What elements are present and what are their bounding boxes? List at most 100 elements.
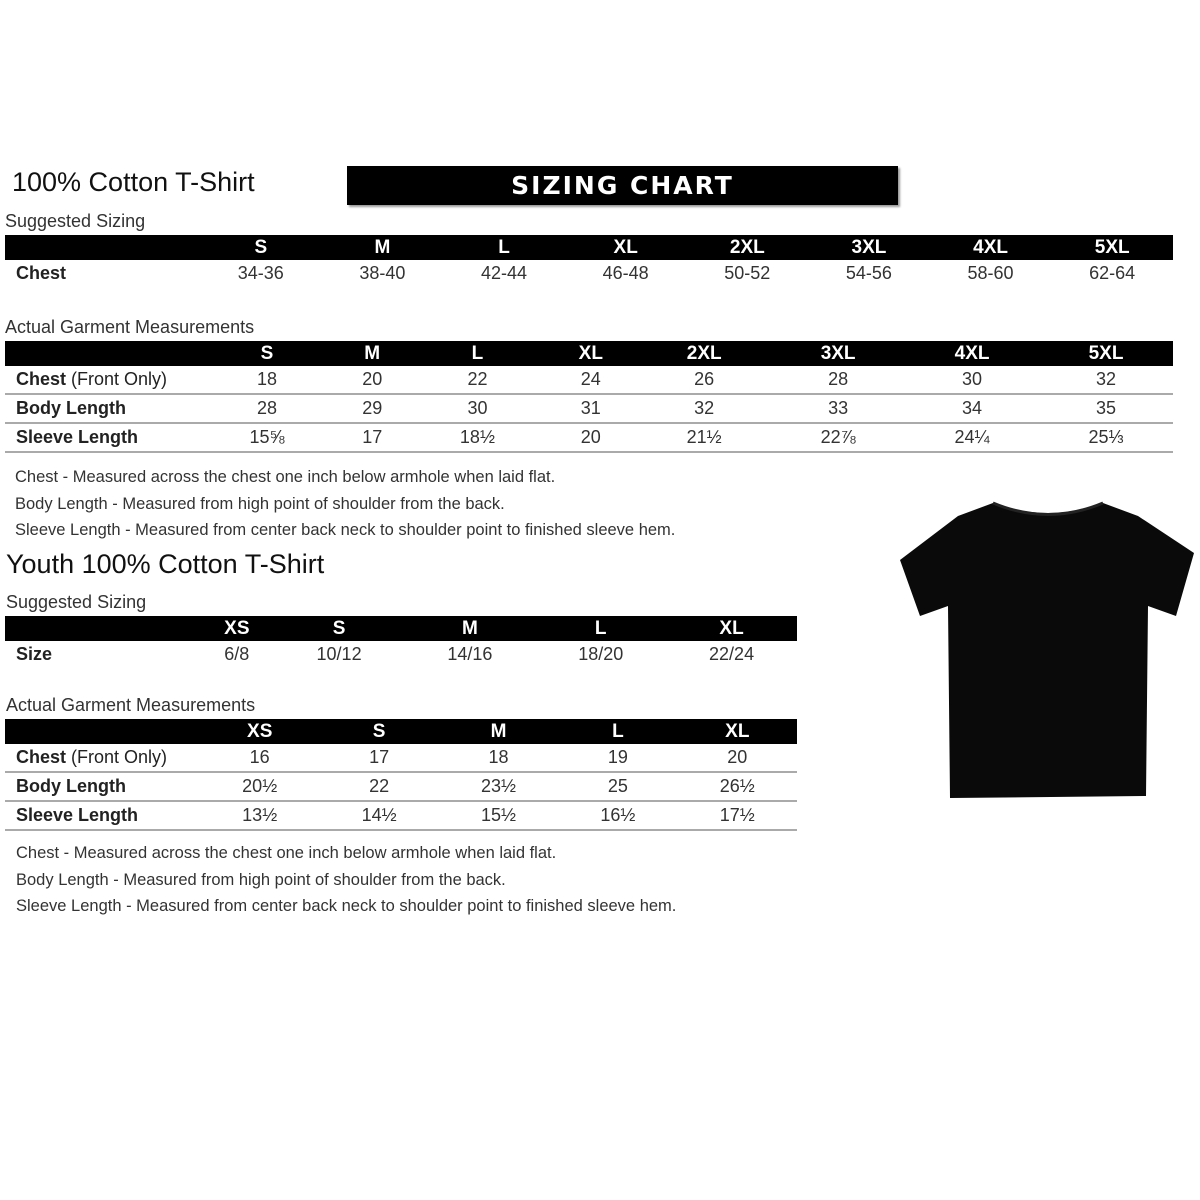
note-chest: Chest - Measured across the chest one in… bbox=[16, 844, 557, 862]
size-header: 4XL bbox=[929, 235, 1052, 260]
youth-measurements-label: Actual Garment Measurements bbox=[6, 695, 256, 715]
size-header: M bbox=[404, 616, 536, 641]
row-label-text: Chest bbox=[16, 369, 67, 389]
size-header: 2XL bbox=[637, 341, 772, 366]
cell-value: 22 bbox=[410, 366, 545, 395]
cell-value: 24 bbox=[544, 366, 638, 395]
size-header: L bbox=[410, 341, 545, 366]
size-header: L bbox=[443, 235, 565, 260]
cell-value: 22⅞ bbox=[771, 423, 906, 453]
youth-measurements-table: XS S M L XL Chest (Front Only) 16 17 18 19 20 Body … bbox=[5, 719, 797, 831]
adult-measurements-table: S M L XL 2XL 3XL 4XL 5XL Chest (Front Only) 18 20 2… bbox=[5, 341, 1173, 453]
row-label: Body Length bbox=[5, 394, 200, 424]
cell-value: 17½ bbox=[677, 801, 797, 831]
adult-measurements-label: Actual Garment Measurements bbox=[5, 317, 255, 337]
size-header: 5XL bbox=[1039, 341, 1173, 366]
table-row: Size 6/8 10/12 14/16 18/20 22/24 bbox=[5, 641, 797, 668]
row-label: Chest (Front Only) bbox=[5, 744, 200, 773]
size-header-row: S M L XL 2XL 3XL 4XL 5XL bbox=[5, 235, 1173, 260]
row-label-text: Body Length bbox=[16, 776, 126, 796]
cell-value: 10/12 bbox=[316, 644, 362, 664]
cell-value: 30 bbox=[905, 366, 1040, 395]
youth-title: Youth 100% Cotton T-Shirt bbox=[6, 549, 325, 579]
cell-value: 32 bbox=[637, 394, 772, 424]
row-label: Sleeve Length bbox=[5, 423, 200, 453]
cell-value: 42-44 bbox=[481, 263, 528, 283]
row-label-note: (Front Only) bbox=[71, 369, 168, 389]
cell-value: 29 bbox=[333, 394, 411, 424]
cell-value: 13½ bbox=[200, 801, 320, 831]
youth-suggested-table: XS S M L XL Size 6/8 10/12 14/16 18/20 22/24 bbox=[5, 616, 797, 668]
cell-value: 20 bbox=[677, 744, 797, 773]
table-row: Body Length 20½ 22 23½ 25 26½ bbox=[5, 772, 797, 802]
size-header: S bbox=[273, 616, 405, 641]
cell-value: 6/8 bbox=[224, 644, 250, 664]
row-label: Body Length bbox=[5, 772, 200, 802]
size-header: XL bbox=[544, 341, 638, 366]
row-label: Chest (Front Only) bbox=[5, 366, 200, 395]
size-header: M bbox=[333, 341, 411, 366]
cell-value: 32 bbox=[1039, 366, 1173, 395]
size-header: XL bbox=[677, 719, 797, 744]
cell-value: 34 bbox=[905, 394, 1040, 424]
row-label-text: Chest bbox=[16, 263, 67, 283]
cell-value: 28 bbox=[771, 366, 906, 395]
note-body-length: Body Length - Measured from high point o… bbox=[15, 494, 505, 513]
size-header: L bbox=[558, 719, 678, 744]
sizing-chart-banner: SIZING CHART bbox=[347, 166, 898, 205]
cell-value: 26½ bbox=[677, 772, 797, 802]
size-header: S bbox=[319, 719, 439, 744]
cell-value: 16 bbox=[200, 744, 320, 773]
cell-value: 22/24 bbox=[709, 644, 755, 664]
cell-value: 18 bbox=[438, 744, 559, 773]
cell-value: 38-40 bbox=[359, 263, 406, 283]
table-row: Sleeve Length 13½ 14½ 15½ 16½ 17½ bbox=[5, 801, 797, 831]
cell-value: 20 bbox=[544, 423, 638, 453]
adult-notes: Chest - Measured across the chest one in… bbox=[15, 464, 675, 544]
size-header: 3XL bbox=[771, 341, 906, 366]
cell-value: 35 bbox=[1039, 394, 1173, 424]
cell-value: 15½ bbox=[438, 801, 559, 831]
row-label-text: Sleeve Length bbox=[16, 805, 139, 825]
size-header: 4XL bbox=[905, 341, 1040, 366]
row-label: Sleeve Length bbox=[5, 801, 200, 831]
cell-value: 15⅝ bbox=[200, 423, 334, 453]
note-sleeve-length: Sleeve Length - Measured from center bac… bbox=[16, 897, 677, 915]
cell-value: 33 bbox=[771, 394, 906, 424]
row-label-text: Chest bbox=[16, 747, 67, 767]
size-header: S bbox=[200, 341, 334, 366]
cell-value: 28 bbox=[200, 394, 334, 424]
tshirt-icon bbox=[900, 501, 1194, 798]
size-header: XS bbox=[200, 719, 320, 744]
header-blank bbox=[5, 235, 200, 260]
size-header-row: XS S M L XL bbox=[5, 616, 797, 641]
row-label-text: Size bbox=[16, 644, 53, 664]
cell-value: 31 bbox=[544, 394, 638, 424]
youth-notes: Chest - Measured across the chest one in… bbox=[16, 840, 676, 920]
cell-value: 20½ bbox=[200, 772, 320, 802]
adult-title: 100% Cotton T-Shirt bbox=[12, 167, 255, 197]
note-body-length: Body Length - Measured from high point o… bbox=[16, 870, 506, 889]
table-row: Sleeve Length 15⅝ 17 18½ 20 21½ 22⅞ 24¼ 25⅓ bbox=[5, 423, 1173, 453]
header-blank bbox=[5, 341, 200, 366]
size-header-row: XS S M L XL bbox=[5, 719, 797, 744]
cell-value: 14½ bbox=[319, 801, 439, 831]
size-header: XL bbox=[666, 616, 797, 641]
note-chest: Chest - Measured across the chest one in… bbox=[15, 468, 556, 486]
header-blank bbox=[5, 616, 200, 641]
row-label-text: Body Length bbox=[16, 398, 126, 418]
cell-value: 18½ bbox=[410, 423, 545, 453]
cell-value: 17 bbox=[333, 423, 411, 453]
row-label: Size bbox=[5, 641, 200, 668]
cell-value: 16½ bbox=[558, 801, 678, 831]
table-row: Chest 34-36 38-40 42-44 46-48 50-52 54-56 58-60… bbox=[5, 260, 1173, 287]
size-header: S bbox=[200, 235, 322, 260]
adult-suggested-label: Suggested Sizing bbox=[5, 211, 146, 231]
cell-value: 25 bbox=[558, 772, 678, 802]
cell-value: 58-60 bbox=[967, 263, 1014, 283]
size-header-row: S M L XL 2XL 3XL 4XL 5XL bbox=[5, 341, 1173, 366]
table-row: Chest (Front Only) 16 17 18 19 20 bbox=[5, 744, 797, 773]
size-header: L bbox=[535, 616, 667, 641]
size-header: M bbox=[438, 719, 559, 744]
